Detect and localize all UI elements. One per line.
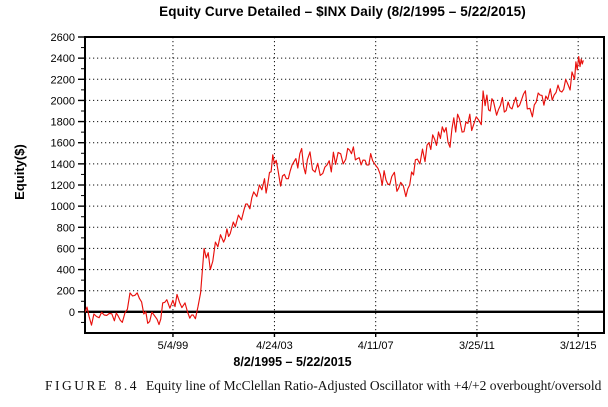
y-tick-label: 2000 — [51, 95, 75, 107]
y-tick-label: 0 — [69, 307, 75, 319]
tick-labels: 0 200 400 600 800 1000 1200 1400 1600 1800 2000 220… — [51, 32, 597, 352]
y-tick-label: 400 — [57, 265, 75, 277]
y-tick-label: 2200 — [51, 74, 75, 86]
y-tick-label: 1800 — [51, 117, 75, 129]
y-tick-label: 1000 — [51, 201, 75, 213]
y-tick-label: 200 — [57, 286, 75, 298]
figure-caption-text: Equity line of McClellan Ratio-Adjusted … — [146, 378, 602, 393]
x-tick-label: 3/25/11 — [459, 340, 495, 352]
x-tick-label: 4/11/07 — [358, 340, 394, 352]
y-tick-label: 2600 — [51, 32, 75, 44]
y-tick-label: 600 — [57, 243, 75, 255]
y-tick-label: 800 — [57, 222, 75, 234]
axes — [78, 36, 605, 337]
figure-number: FIGURE 8.4 — [45, 378, 140, 393]
x-tick-label: 3/12/15 — [560, 340, 597, 352]
x-tick-label: 4/24/03 — [256, 340, 293, 352]
y-tick-label: 2400 — [51, 53, 75, 65]
x-axis-title: 8/2/1995 – 5/22/2015 — [233, 355, 352, 369]
y-tick-label: 1400 — [51, 159, 75, 171]
y-tick-label: 1200 — [51, 180, 75, 192]
x-tick-label: 5/4/99 — [158, 340, 189, 352]
chart-title: Equity Curve Detailed – $INX Daily (8/2/… — [159, 4, 526, 19]
gridlines — [85, 37, 604, 333]
figure-caption: FIGURE 8.4 Equity line of McClellan Ratio… — [45, 378, 601, 394]
y-tick-label: 1600 — [51, 138, 75, 150]
equity-line — [85, 56, 584, 326]
